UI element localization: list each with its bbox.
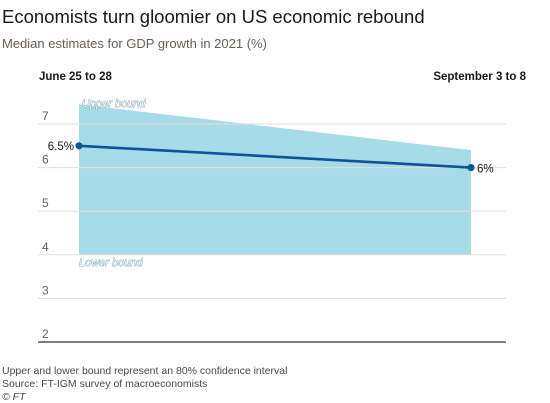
y-tick-label-7: 7 — [42, 109, 49, 123]
y-tick-label-5: 5 — [42, 196, 49, 210]
chart-title: Economists turn gloomier on US economic … — [2, 6, 425, 27]
lower-bound-label: Lower bound — [79, 257, 143, 269]
x-category-label-start: June 25 to 28 — [39, 71, 112, 83]
y-tick-label-2: 2 — [42, 327, 49, 341]
x-category-label-end: September 3 to 8 — [433, 71, 526, 83]
upper-bound-label: Upper bound — [82, 98, 146, 110]
source-note: Source: FT-IGM survey of macroeconomists — [2, 378, 208, 390]
copyright: © FT — [2, 391, 26, 403]
data-label-end: 6% — [477, 164, 494, 176]
y-tick-label-4: 4 — [42, 240, 49, 254]
series-line — [77, 144, 473, 169]
data-point-0 — [75, 142, 83, 150]
chart-subtitle: Median estimates for GDP growth in 2021 … — [2, 36, 267, 51]
y-tick-label-3: 3 — [42, 283, 49, 297]
y-tick-label-6: 6 — [42, 153, 49, 167]
data-label-start: 6.5% — [48, 141, 74, 153]
footnote: Upper and lower bound represent an 80% c… — [2, 365, 288, 377]
data-point-1 — [467, 164, 475, 172]
confidence-band — [79, 104, 471, 255]
